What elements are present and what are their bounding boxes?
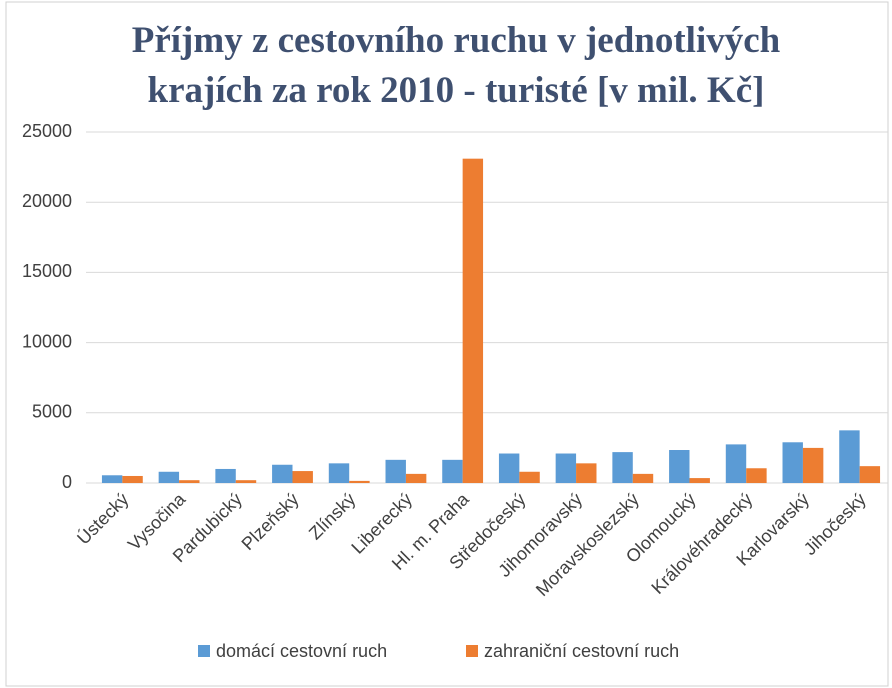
bar <box>555 453 577 483</box>
bar <box>669 450 690 483</box>
x-tick-label: Zlínský <box>305 489 359 543</box>
bar <box>746 468 767 483</box>
bar <box>158 471 180 483</box>
bar <box>385 459 406 483</box>
bar <box>725 444 747 483</box>
y-tick-label: 0 <box>62 472 72 492</box>
bar <box>215 468 236 483</box>
y-tick-label: 15000 <box>22 261 72 281</box>
y-tick-label: 10000 <box>22 331 72 351</box>
bar <box>632 473 654 483</box>
x-tick-label: Královéhradecký <box>647 489 756 598</box>
y-tick-label: 20000 <box>22 191 72 211</box>
bar <box>272 464 293 483</box>
bar <box>328 463 350 483</box>
x-tick-label: Plzeňský <box>238 489 303 554</box>
x-tick-label: Jihočeský <box>800 489 870 559</box>
bar <box>782 442 803 483</box>
legend-label: zahraniční cestovní ruch <box>484 641 679 661</box>
bar <box>442 459 463 483</box>
bar <box>612 452 633 483</box>
legend-swatch <box>198 645 210 657</box>
bar <box>101 475 123 483</box>
bar <box>349 480 370 483</box>
bar <box>498 453 520 483</box>
x-tick-label: Moravskoslezský <box>532 489 643 600</box>
bar <box>179 480 200 483</box>
bar <box>292 471 313 483</box>
bar <box>576 463 597 483</box>
bar <box>519 471 540 483</box>
bar <box>462 158 484 483</box>
bar <box>859 466 881 483</box>
bar <box>802 447 824 483</box>
bar <box>235 480 257 483</box>
y-tick-label: 25000 <box>22 121 72 141</box>
legend-label: domácí cestovní ruch <box>216 641 387 661</box>
bar <box>405 473 427 483</box>
frame <box>5 1 889 687</box>
bar <box>122 475 143 483</box>
bar <box>839 430 860 483</box>
chart-title: Příjmy z cestovního ruchu v jednotlivých… <box>131 20 781 111</box>
y-tick-label: 5000 <box>32 402 72 422</box>
bar <box>689 478 710 483</box>
legend-swatch <box>466 645 478 657</box>
